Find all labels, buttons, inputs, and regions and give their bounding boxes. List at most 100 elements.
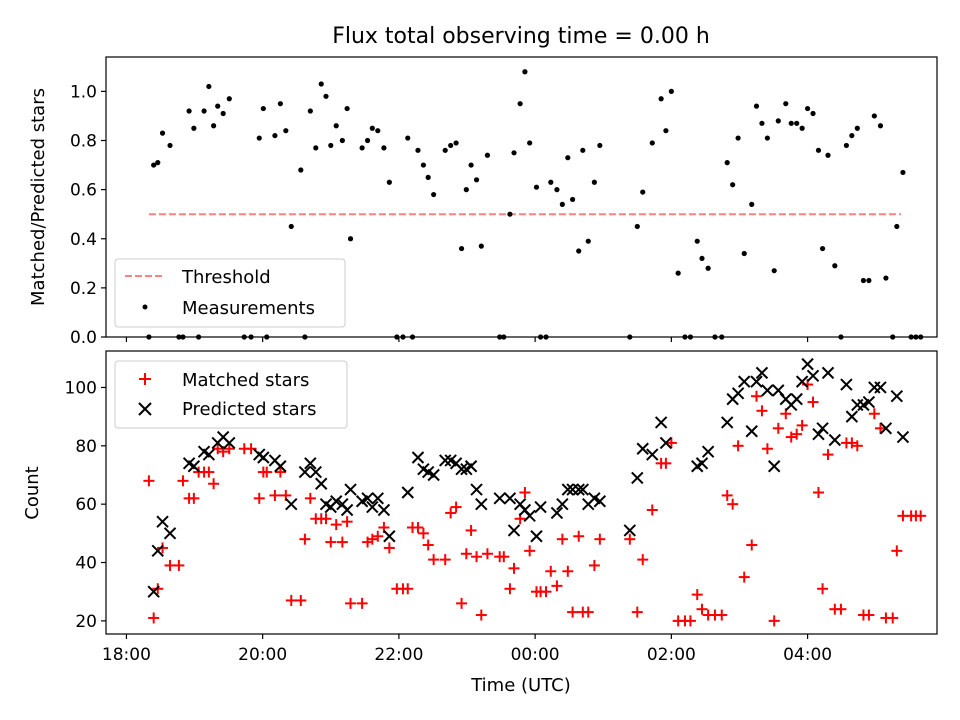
matched-star-point — [498, 551, 510, 563]
matched-star-point — [471, 551, 483, 563]
matched-star-point — [646, 504, 658, 516]
measurement-point — [527, 140, 533, 146]
matched-star-point — [304, 492, 316, 504]
matched-star-point — [253, 492, 265, 504]
predicted-star-point — [636, 442, 649, 455]
measurement-point — [501, 334, 507, 340]
matched-star-point — [807, 396, 819, 408]
predicted-star-point — [151, 544, 164, 558]
predicted-star-point — [366, 500, 379, 514]
matched-star-point — [345, 597, 357, 609]
matched-star-point — [274, 466, 286, 478]
measurement-point — [543, 334, 549, 340]
matched-star-point — [551, 580, 563, 592]
measurement-point — [724, 160, 730, 166]
measurement-point — [359, 145, 365, 151]
measurement-point — [634, 223, 640, 230]
predicted-star-point — [631, 471, 644, 485]
measurement-point — [155, 160, 161, 166]
measurement-point — [580, 147, 586, 153]
predicted-star-point — [361, 492, 374, 505]
predicted-star-point — [623, 524, 637, 537]
ratio-axis-ticks: 0.0 0.2 0.4 0.6 0.8 1.0 — [70, 82, 809, 348]
measurement-point — [799, 125, 805, 131]
measurement-point — [517, 101, 523, 107]
measurement-point — [627, 334, 633, 340]
matched-star-point — [508, 562, 520, 574]
measurement-point — [537, 334, 544, 340]
measurement-point — [220, 110, 226, 117]
measurement-point — [463, 187, 469, 193]
legend-predicted-marker — [138, 402, 152, 416]
legend-measurements-marker — [142, 304, 148, 310]
measurement-point — [735, 135, 741, 141]
predicted-star-point — [464, 460, 478, 473]
predicted-star-point — [163, 527, 177, 540]
x-axis-label: Time (UTC) — [470, 675, 571, 696]
predicted-star-point — [298, 465, 312, 479]
predicted-star-point — [896, 430, 910, 444]
matched-star-point — [445, 507, 457, 519]
y-tick-label: 0.4 — [70, 230, 97, 250]
matched-star-point — [863, 609, 875, 621]
measurement-point — [730, 182, 736, 188]
measurement-point — [908, 334, 914, 340]
y-tick-label: 0.8 — [70, 132, 97, 152]
predicted-star-point — [315, 477, 328, 490]
predicted-star-point — [427, 468, 440, 482]
matched-star-point — [456, 597, 468, 609]
matched-star-point — [851, 440, 863, 452]
ratio-y-axis-label: Matched/Predicted stars — [28, 88, 49, 306]
matched-star-point — [817, 583, 829, 595]
measurement-point — [468, 162, 474, 168]
x-tick-label: 00:00 — [511, 645, 560, 665]
matched-star-point — [588, 559, 600, 571]
ratio-panel: 0.0 0.2 0.4 0.6 0.8 1.0 Matched/Predicted sta… — [28, 56, 938, 348]
predicted-star-point — [330, 495, 343, 508]
matched-star-point — [567, 606, 579, 618]
predicted-star-point — [806, 369, 820, 383]
matched-star-point — [320, 513, 332, 525]
legend-matched-marker — [139, 373, 151, 385]
matched-star-point — [148, 612, 160, 624]
measurement-point — [913, 334, 919, 340]
matched-star-point — [732, 440, 744, 452]
matched-star-point — [519, 487, 531, 498]
matched-star-point — [556, 533, 568, 545]
measurement-point — [288, 223, 294, 230]
matched-star-point — [545, 565, 557, 577]
matched-star-point — [691, 589, 703, 601]
predicted-star-point — [821, 366, 835, 380]
measurement-point — [838, 334, 844, 340]
measurement-point — [658, 96, 664, 102]
matched-star-point — [631, 606, 643, 618]
measurement-point — [159, 130, 166, 136]
measurement-point — [871, 113, 877, 119]
measurement-point — [369, 125, 375, 131]
measurement-point — [819, 245, 826, 252]
predicted-star-point — [890, 390, 904, 403]
matched-star-point — [761, 443, 773, 455]
measurement-point — [675, 270, 681, 276]
x-tick-label: 20:00 — [238, 645, 287, 665]
measurement-point — [649, 140, 655, 146]
matched-star-point — [915, 510, 927, 522]
matched-star-point — [791, 428, 803, 440]
matched-star-point — [835, 603, 847, 615]
matched-star-point — [887, 612, 899, 624]
measurement-point — [473, 177, 480, 183]
y-tick-label: 60 — [75, 495, 97, 515]
measurement-point — [405, 135, 411, 141]
y-tick-label: 1.0 — [70, 82, 97, 102]
matched-star-point — [594, 533, 606, 545]
matched-star-point — [383, 542, 395, 554]
x-tick-label: 18:00 — [102, 645, 151, 665]
measurement-point — [849, 132, 855, 139]
measurement-point — [381, 145, 387, 151]
matched-star-point — [665, 437, 677, 449]
measurement-point — [283, 128, 289, 134]
predicted-star-point — [646, 448, 659, 461]
predicted-star-point — [879, 422, 893, 435]
matched-star-point — [285, 594, 297, 606]
measurement-point — [318, 81, 324, 87]
